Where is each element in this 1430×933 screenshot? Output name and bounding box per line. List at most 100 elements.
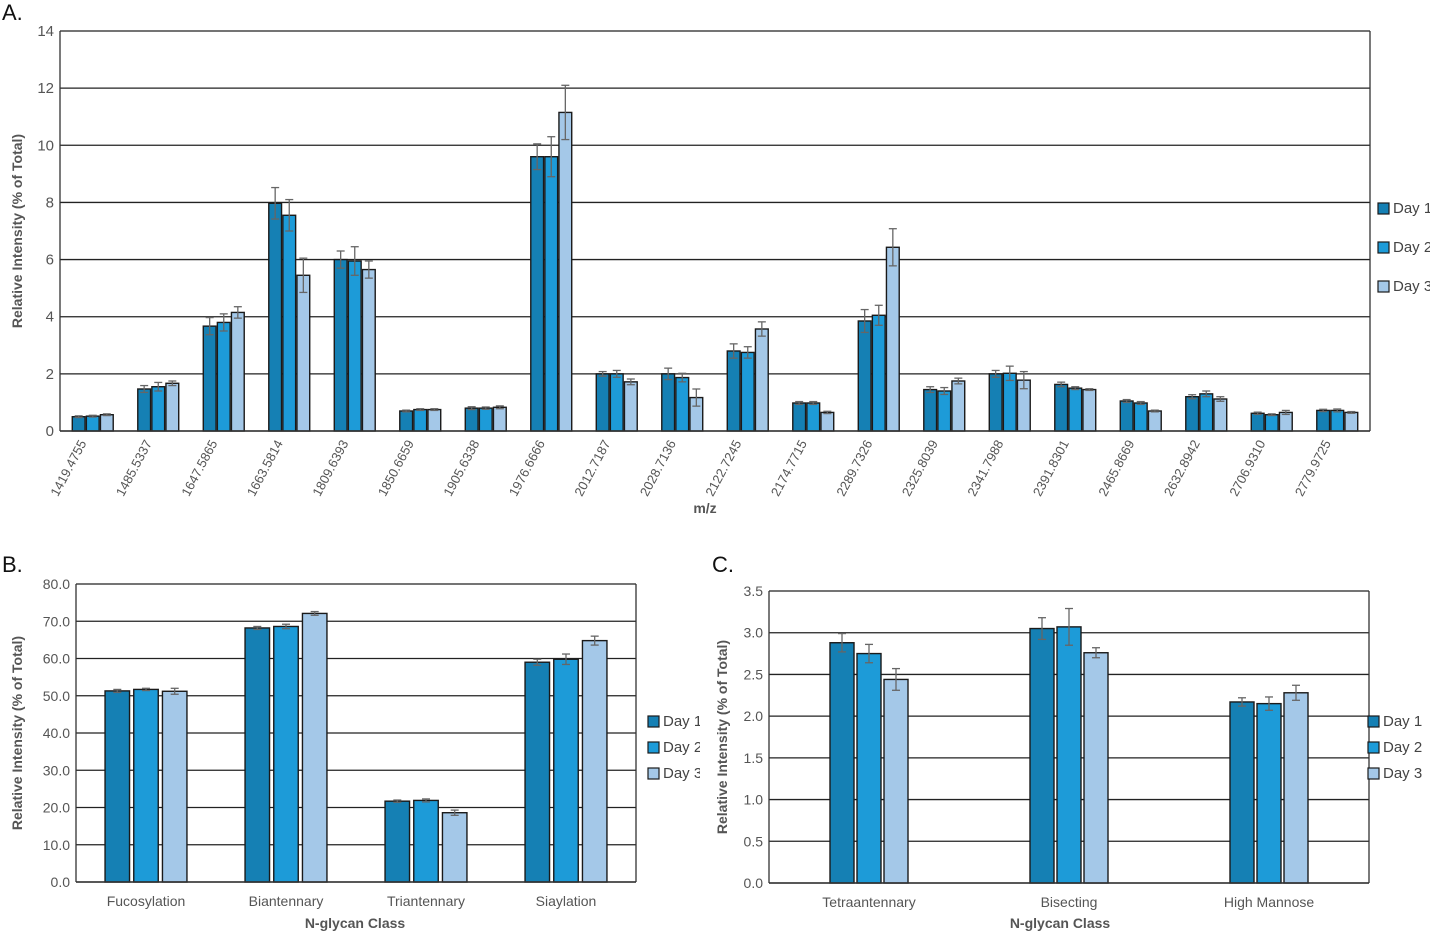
legend-label-day3: Day 3	[1383, 765, 1422, 782]
bar-day1	[1250, 412, 1265, 432]
y-tick-label: 1.5	[744, 750, 764, 766]
y-tick-label: 2.5	[744, 666, 764, 682]
y-tick-label: 70.0	[43, 613, 70, 629]
y-tick-label: 4	[46, 309, 54, 326]
x-tick-label: High Mannose	[1224, 894, 1314, 910]
y-tick-label: 20.0	[43, 800, 70, 816]
y-tick-label: 0.5	[744, 833, 764, 849]
bar-day1	[792, 402, 807, 432]
x-tick-label: 2706.9310	[1226, 437, 1268, 498]
y-tick-label: 0.0	[744, 875, 764, 891]
y-tick-label: 3.0	[744, 625, 764, 641]
bar-day3	[301, 612, 328, 883]
bar-day2	[740, 351, 755, 432]
bar-day2	[1330, 409, 1345, 432]
bar-day2	[1199, 393, 1214, 432]
y-tick-label: 6	[46, 252, 54, 269]
bar-day1	[524, 661, 551, 883]
legend-label-day2: Day 2	[663, 739, 700, 756]
legend-swatch-day2	[1367, 741, 1380, 754]
y-tick-label: 12	[37, 80, 54, 97]
x-tick-label: 2391.8301	[1030, 437, 1072, 498]
legend-swatch-day3	[647, 767, 660, 780]
bar-day3	[951, 380, 966, 432]
bar-day3	[1344, 411, 1359, 432]
y-tick-label: 2.0	[744, 708, 764, 724]
legend-swatch-day1	[1367, 715, 1380, 728]
chart-b: 0.0 10.0 20.0 30.0 40.0 50.0 60.0 70.0 80.0 Fucos…	[9, 576, 700, 931]
bar-day2	[413, 799, 439, 883]
x-axis-title: m/z	[693, 500, 716, 516]
y-tick-label: 1.0	[744, 792, 764, 808]
panel-label-a: A.	[2, 0, 23, 25]
bar-day2	[553, 658, 579, 883]
y-tick-label: 50.0	[43, 688, 70, 704]
legend-label-day3: Day 3	[663, 765, 700, 782]
y-tick-label: 60.0	[43, 651, 70, 667]
y-tick-label: 10	[37, 137, 54, 154]
x-tick-label: Triantennary	[387, 893, 465, 909]
legend-swatch-day2	[647, 741, 660, 754]
x-tick-label: 2122.7245	[702, 437, 744, 498]
y-tick-label: 14	[37, 23, 54, 40]
bar-day1	[244, 627, 271, 883]
legend-swatch-day3	[1377, 280, 1390, 293]
bar-day2	[1068, 387, 1083, 432]
bar-day2	[1133, 402, 1148, 432]
bar-day3	[581, 639, 608, 883]
bar-day3	[1083, 652, 1109, 884]
y-tick-label: 3.5	[744, 583, 764, 599]
legend-label-day1: Day 1	[663, 713, 700, 730]
y-tick-label: 2	[46, 366, 54, 383]
x-tick-label: 2174.7715	[768, 437, 810, 498]
x-tick-label: Biantennary	[249, 893, 324, 909]
bar-day1	[1029, 627, 1055, 884]
legend-swatch-day3	[1367, 767, 1380, 780]
x-tick-label: Siaylation	[536, 893, 597, 909]
x-tick-label: 2465.8669	[1095, 437, 1137, 498]
x-tick-label: 2341.7988	[964, 437, 1006, 498]
x-axis-title: N-glycan Class	[305, 915, 406, 931]
bar-day1	[104, 690, 131, 883]
y-tick-label: 0.0	[51, 874, 71, 890]
x-tick-label: Fucosylation	[107, 893, 186, 909]
x-tick-label: 2632.8942	[1161, 437, 1203, 498]
bar-day1	[1316, 409, 1331, 432]
x-tick-label: 2779.9725	[1292, 437, 1334, 498]
bar-day1	[857, 320, 872, 432]
legend-label-day3: Day 3	[1393, 278, 1430, 295]
bar-day3	[1283, 692, 1309, 884]
bar-day2	[273, 625, 299, 883]
bar-day3	[1278, 411, 1293, 432]
y-tick-label: 10.0	[43, 837, 70, 853]
bar-day2	[1264, 414, 1279, 432]
bar-day2	[133, 688, 159, 883]
legend-swatch-day2	[1377, 241, 1390, 254]
legend-swatch-day1	[647, 715, 660, 728]
bar-day2	[937, 390, 952, 432]
legend-label-day1: Day 1	[1383, 713, 1422, 730]
y-tick-label: 0	[46, 423, 54, 440]
legend-swatch-day1	[1377, 202, 1390, 215]
bar-day1	[829, 642, 855, 884]
bar-day3	[754, 328, 769, 432]
y-axis-title: Relative Intensity (% of Total)	[9, 636, 25, 830]
x-axis-title: N-glycan Class	[1010, 915, 1111, 931]
legend-label-day1: Day 1	[1393, 200, 1430, 217]
y-axis-title: Relative Intensity (% of Total)	[714, 640, 730, 834]
bar-day3	[1082, 388, 1097, 432]
y-axis-title: Relative Intensity (% of Total)	[9, 134, 25, 328]
bar-day2	[1056, 626, 1082, 884]
bar-day1	[384, 800, 411, 883]
y-tick-label: 30.0	[43, 762, 70, 778]
y-tick-label: 40.0	[43, 725, 70, 741]
y-tick-label: 8	[46, 194, 54, 211]
bar-day1	[1054, 383, 1069, 432]
bar-day3	[885, 246, 900, 432]
bar-day1	[1119, 400, 1134, 432]
bar-day3	[1147, 410, 1162, 432]
bar-day1	[1229, 701, 1255, 884]
bar-day1	[1185, 396, 1200, 432]
panel-label-b: B.	[2, 552, 23, 577]
